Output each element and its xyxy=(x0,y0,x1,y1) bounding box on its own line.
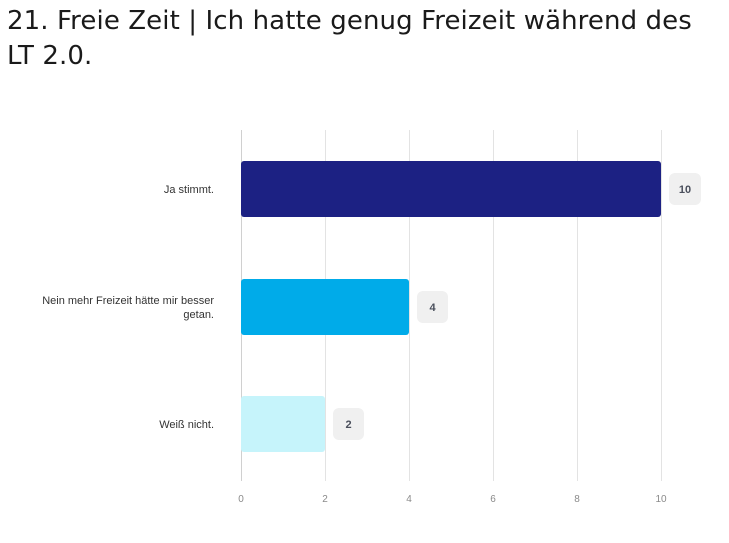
data-label-badge xyxy=(333,408,364,440)
data-labels: 10 4 2 xyxy=(333,173,701,440)
bar-2 xyxy=(241,396,325,452)
x-tick-label: 6 xyxy=(490,494,496,505)
bar-0 xyxy=(241,161,661,217)
category-labels: Ja stimmt. Nein mehr Freizeit hätte mir b… xyxy=(42,184,214,431)
data-label: 4 xyxy=(429,302,436,314)
category-label: Ja stimmt. xyxy=(164,184,214,196)
x-tick-label: 10 xyxy=(655,494,667,505)
data-label-badge xyxy=(669,173,701,205)
x-tick-label: 0 xyxy=(238,494,244,505)
category-label: Weiß nicht. xyxy=(159,419,214,431)
data-label: 10 xyxy=(679,184,691,196)
bars xyxy=(241,161,661,452)
x-tick-label: 4 xyxy=(406,494,412,505)
data-label-badge xyxy=(417,291,448,323)
x-axis-ticks: 0 2 4 6 8 10 xyxy=(238,494,667,505)
category-label: getan. xyxy=(183,309,214,321)
data-label: 2 xyxy=(345,419,351,431)
category-label: Nein mehr Freizeit hätte mir besser xyxy=(42,295,214,307)
chart-title: 21. Freie Zeit | Ich hatte genug Freizei… xyxy=(7,6,692,71)
x-tick-label: 2 xyxy=(322,494,328,505)
bar-1 xyxy=(241,279,409,335)
x-tick-label: 8 xyxy=(574,494,580,505)
